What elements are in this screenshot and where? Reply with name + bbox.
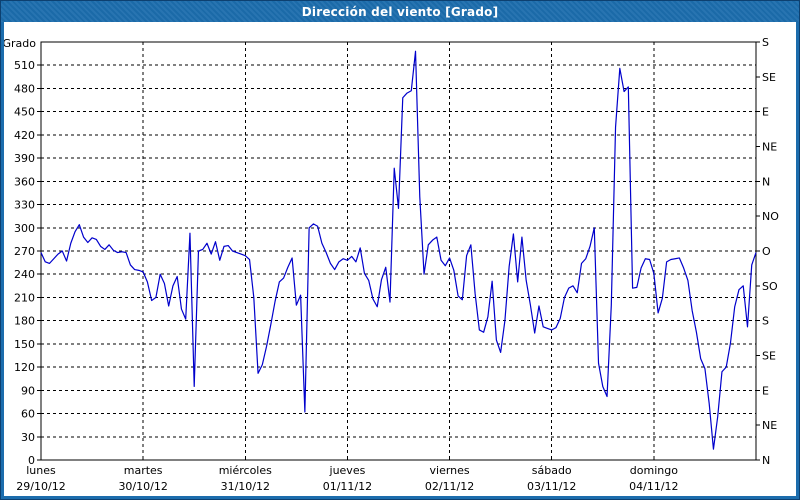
y-tick-label: 60 xyxy=(21,408,35,421)
compass-tick-label: S xyxy=(762,36,769,49)
title-bar: Dirección del viento [Grado] xyxy=(1,1,799,22)
day-date-label: 01/11/12 xyxy=(323,480,372,493)
compass-tick-label: S xyxy=(762,315,769,328)
day-name-label: miércoles xyxy=(219,464,272,477)
y-tick-label: 510 xyxy=(14,59,35,72)
y-tick-label: 180 xyxy=(14,315,35,328)
compass-tick-label: N xyxy=(762,175,770,188)
y-tick-label: 420 xyxy=(14,129,35,142)
y-tick-label: 480 xyxy=(14,82,35,95)
y-tick-label: 90 xyxy=(21,384,35,397)
y-tick-label: 210 xyxy=(14,291,35,304)
y-tick-label: 0 xyxy=(28,454,35,467)
y-tick-label: 150 xyxy=(14,338,35,351)
chart-area: 0 30 60 90 120 150 180 210 240 270 300 330 360 390 420… xyxy=(4,22,796,496)
day-name-label: lunes xyxy=(26,464,56,477)
compass-tick-label: NE xyxy=(762,141,777,154)
y-tick-label: 450 xyxy=(14,106,35,119)
window-title: Dirección del viento [Grado] xyxy=(301,4,499,19)
day-name-label: domingo xyxy=(630,464,678,477)
compass-tick-label: SO xyxy=(762,280,778,293)
y-tick-label: 330 xyxy=(14,199,35,212)
y-axis-title: Grado xyxy=(4,37,36,50)
day-name-label: jueves xyxy=(329,464,366,477)
compass-tick-label: NE xyxy=(762,419,777,432)
day-name-label: sábado xyxy=(532,464,572,477)
day-date-label: 03/11/12 xyxy=(527,480,576,493)
compass-tick-label: O xyxy=(762,245,771,258)
wind-direction-chart: 0 30 60 90 120 150 180 210 240 270 300 330 360 390 420… xyxy=(4,36,779,493)
y-tick-label: 30 xyxy=(21,431,35,444)
day-date-label: 29/10/12 xyxy=(16,480,65,493)
compass-tick-label: E xyxy=(762,384,769,397)
y-tick-label: 270 xyxy=(14,245,35,258)
y-tick-label: 390 xyxy=(14,152,35,165)
day-date-label: 04/11/12 xyxy=(629,480,678,493)
wind-direction-series xyxy=(40,50,757,450)
compass-tick-label: NO xyxy=(762,210,779,223)
y-tick-label: 300 xyxy=(14,222,35,235)
compass-tick-label: N xyxy=(762,454,770,467)
day-name-label: martes xyxy=(124,464,163,477)
day-date-label: 30/10/12 xyxy=(118,480,167,493)
y-tick-label: 120 xyxy=(14,361,35,374)
compass-tick-label: SE xyxy=(762,71,776,84)
y-tick-label: 360 xyxy=(14,175,35,188)
day-date-label: 31/10/12 xyxy=(221,480,270,493)
y-tick-label: 240 xyxy=(14,268,35,281)
day-date-label: 02/11/12 xyxy=(425,480,474,493)
day-name-label: viernes xyxy=(430,464,470,477)
compass-tick-label: E xyxy=(762,106,769,119)
compass-tick-label: SE xyxy=(762,350,776,363)
